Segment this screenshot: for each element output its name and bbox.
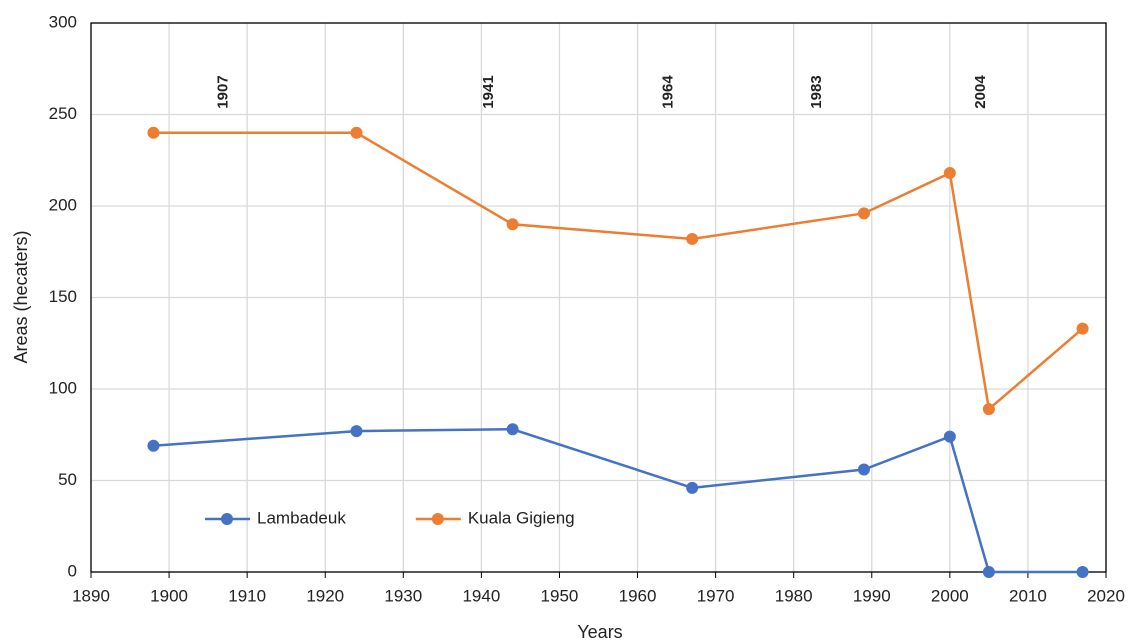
annotation: 1907 [215,75,232,108]
data-point [147,439,160,452]
y-tick-label: 250 [49,104,77,123]
x-tick-label: 1980 [775,586,813,605]
data-point [147,126,160,139]
data-point [350,126,363,139]
x-tick-label: 2020 [1087,586,1125,605]
data-point [686,232,699,245]
x-tick-label: 1970 [697,586,735,605]
x-tick-label: 1940 [462,586,500,605]
legend-marker [431,513,444,525]
y-tick-label: 150 [49,287,77,306]
legend-label: Kuala Gigieng [468,508,575,527]
y-tick-label: 0 [68,561,77,580]
x-tick-label: 2000 [931,586,969,605]
y-tick-label: 300 [49,12,77,31]
x-tick-label: 1950 [541,586,579,605]
data-point [1076,322,1089,335]
plot-frame [90,22,1107,573]
series-line [153,428,1083,574]
data-point [506,423,519,436]
data-point [943,430,956,443]
data-point [506,218,519,231]
x-tick-label: 1910 [228,586,266,605]
x-axis-label: Years [577,622,622,642]
x-tick-label: 2010 [1009,586,1047,605]
data-point [943,167,956,180]
x-tick-label: 1990 [853,586,891,605]
x-tick-label: 1900 [150,586,188,605]
y-tick-label: 200 [49,195,77,214]
data-point [982,403,995,416]
y-axis-label: Areas (hecaters) [11,230,31,363]
data-point [982,566,995,578]
x-tick-label: 1920 [306,586,344,605]
data-point [350,425,363,438]
legend-marker [221,513,233,525]
annotation: 1941 [480,75,497,108]
data-point [686,481,699,494]
series-line [153,131,1084,412]
y-tick-label: 100 [49,378,77,397]
data-point [857,463,870,476]
x-tick-label: 1890 [72,586,110,605]
annotation: 2004 [972,75,989,109]
y-tick-label: 50 [58,470,77,489]
legend-label: Lambadeuk [257,508,346,527]
annotation: 1983 [808,75,825,108]
data-point [857,207,870,220]
x-tick-label: 1960 [619,586,657,605]
annotation: 1964 [660,75,677,109]
data-point [1076,566,1089,578]
x-tick-label: 1930 [384,586,422,605]
